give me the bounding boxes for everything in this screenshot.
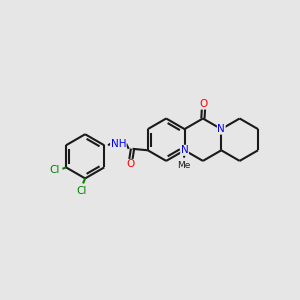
Text: O: O — [200, 99, 208, 109]
Text: N: N — [218, 124, 225, 134]
Text: O: O — [126, 159, 134, 170]
Text: NH: NH — [111, 139, 126, 148]
Text: Cl: Cl — [50, 165, 60, 175]
Text: Cl: Cl — [76, 186, 87, 197]
Text: N: N — [181, 145, 188, 155]
Text: Me: Me — [177, 161, 191, 170]
